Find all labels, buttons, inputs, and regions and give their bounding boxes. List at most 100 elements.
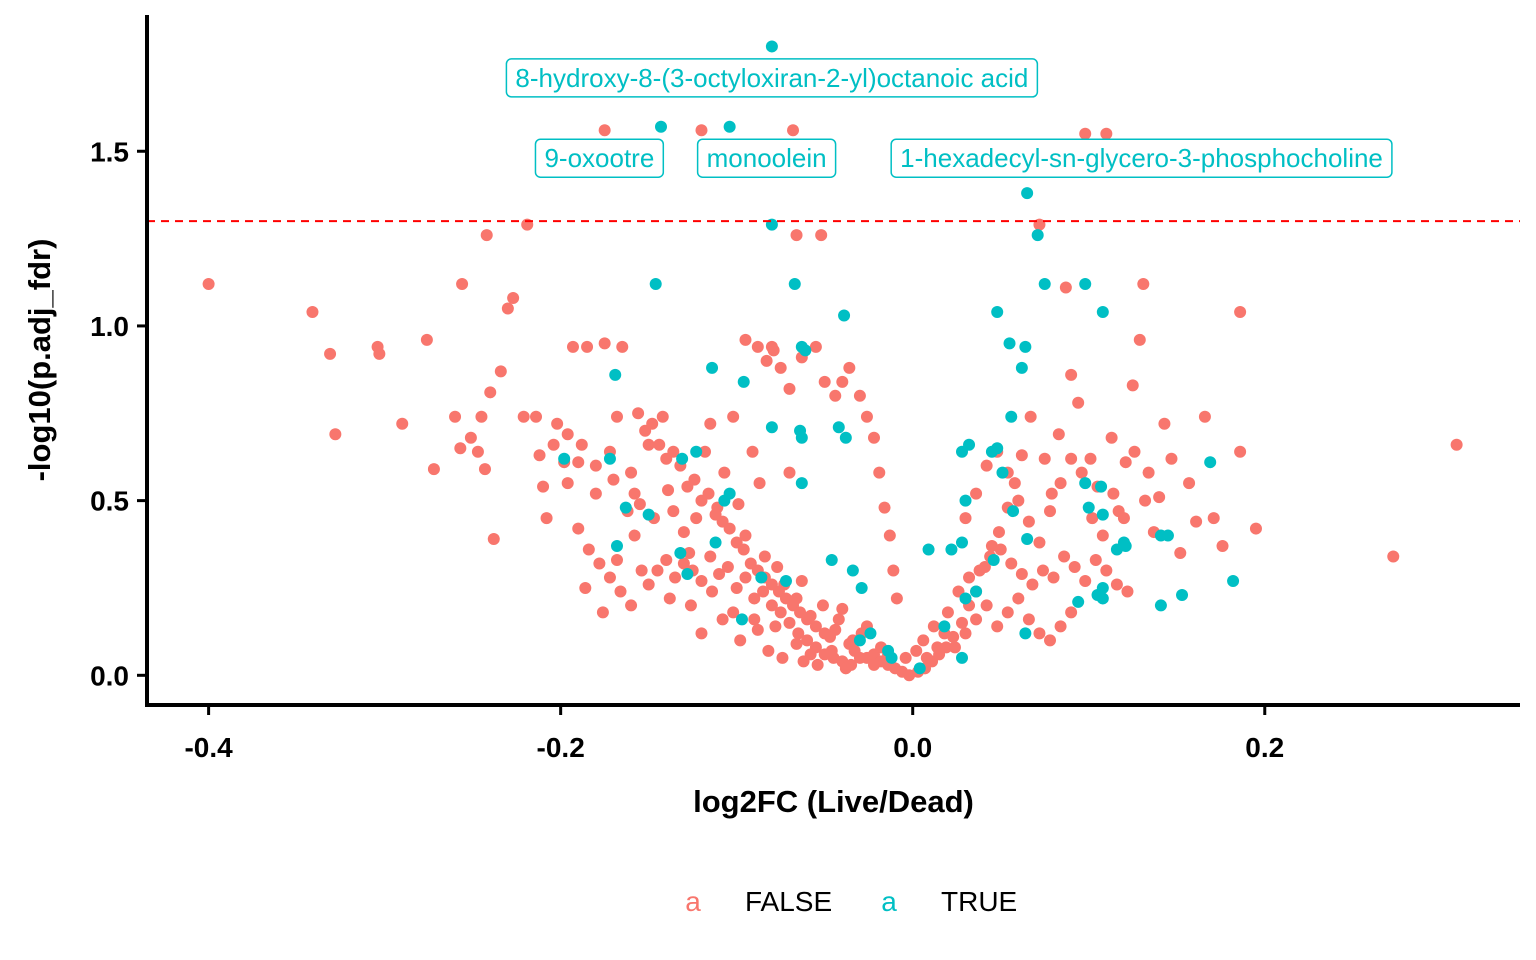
data-point-false bbox=[797, 655, 810, 668]
data-point-false bbox=[783, 466, 796, 479]
annotation-label: monoolein bbox=[696, 138, 837, 178]
x-tick-label: 0.2 bbox=[1245, 732, 1284, 763]
annotation-label: 9-oxootre bbox=[534, 138, 665, 178]
data-point-false bbox=[1012, 592, 1025, 605]
data-point-false bbox=[776, 651, 789, 664]
data-point-false bbox=[561, 477, 574, 490]
data-point-false bbox=[690, 512, 703, 525]
data-point-false bbox=[593, 557, 606, 570]
data-point-true bbox=[991, 305, 1004, 318]
x-axis-ticks: -0.4 -0.2 0.0 0.2 bbox=[184, 705, 1284, 763]
data-point-false bbox=[1105, 431, 1118, 444]
data-point-false bbox=[656, 410, 669, 423]
data-point-false bbox=[480, 229, 493, 242]
data-point-true bbox=[755, 571, 768, 584]
data-point-true bbox=[1079, 278, 1092, 291]
data-point-false bbox=[1054, 620, 1067, 633]
data-point-false bbox=[739, 333, 752, 346]
data-point-true bbox=[795, 340, 808, 353]
data-point-false bbox=[547, 438, 560, 451]
data-point-false bbox=[572, 456, 585, 469]
data-point-true bbox=[959, 494, 972, 507]
x-tick-label: 0.0 bbox=[893, 732, 932, 763]
data-point-true bbox=[1176, 588, 1189, 601]
data-point-false bbox=[1190, 515, 1203, 528]
annotation-labels: 8-hydroxy-8-(3-octyloxiran-2-yl)octanoic… bbox=[505, 58, 1393, 178]
data-point-false bbox=[603, 571, 616, 584]
data-point-true bbox=[619, 501, 632, 514]
data-point-false bbox=[815, 229, 828, 242]
data-point-false bbox=[1100, 127, 1113, 140]
data-point-false bbox=[1128, 445, 1141, 458]
data-point-false bbox=[625, 466, 638, 479]
data-point-true bbox=[788, 278, 801, 291]
data-point-false bbox=[867, 431, 880, 444]
data-point-true bbox=[938, 620, 951, 633]
data-point-true bbox=[839, 431, 852, 444]
data-point-false bbox=[883, 529, 896, 542]
data-point-true bbox=[832, 421, 845, 434]
data-point-false bbox=[561, 428, 574, 441]
data-point-false bbox=[669, 571, 682, 584]
data-point-false bbox=[616, 340, 629, 353]
data-point-false bbox=[454, 442, 467, 455]
data-point-false bbox=[825, 644, 838, 657]
data-point-true bbox=[779, 574, 792, 587]
data-point-false bbox=[667, 445, 680, 458]
data-point-false bbox=[614, 585, 627, 598]
data-point-true bbox=[1003, 337, 1016, 350]
data-point-false bbox=[920, 651, 933, 664]
data-point-false bbox=[572, 522, 585, 535]
data-point-false bbox=[1158, 417, 1171, 430]
data-point-true bbox=[1021, 187, 1034, 200]
data-point-false bbox=[762, 644, 775, 657]
data-point-false bbox=[530, 410, 543, 423]
data-point-false bbox=[582, 543, 595, 556]
data-point-false bbox=[484, 386, 497, 399]
data-point-false bbox=[890, 592, 903, 605]
annotation-box bbox=[890, 138, 1393, 178]
data-point-false bbox=[1047, 571, 1060, 584]
data-point-false bbox=[704, 417, 717, 430]
data-point-false bbox=[1044, 634, 1057, 647]
data-point-false bbox=[723, 522, 736, 535]
data-point-false bbox=[753, 477, 766, 490]
data-point-false bbox=[787, 124, 800, 137]
data-point-false bbox=[1110, 578, 1123, 591]
data-point-false bbox=[774, 606, 787, 619]
data-point-false bbox=[1068, 561, 1081, 573]
data-point-false bbox=[1065, 606, 1078, 619]
data-point-false bbox=[941, 606, 954, 619]
data-point-true bbox=[955, 445, 968, 458]
data-point-false bbox=[910, 644, 923, 657]
y-tick-label: 0.0 bbox=[90, 660, 129, 691]
data-point-true bbox=[681, 567, 694, 580]
data-point-false bbox=[959, 512, 972, 525]
y-tick-label: 0.5 bbox=[90, 486, 129, 517]
data-point-false bbox=[867, 658, 880, 671]
data-point-false bbox=[809, 340, 822, 353]
data-point-false bbox=[1054, 477, 1067, 490]
data-point-false bbox=[702, 487, 715, 500]
data-point-false bbox=[677, 557, 690, 570]
data-point-true bbox=[825, 554, 838, 567]
data-point-false bbox=[716, 613, 729, 626]
data-point-true bbox=[1096, 581, 1109, 594]
data-point-false bbox=[878, 501, 891, 514]
data-point-true bbox=[735, 613, 748, 626]
data-point-false bbox=[991, 620, 1004, 633]
y-axis-title: -log10(p.adj_fdr) bbox=[22, 239, 57, 482]
data-point-false bbox=[963, 571, 976, 584]
data-point-false bbox=[1058, 550, 1071, 563]
data-point-false bbox=[1450, 438, 1463, 451]
data-point-false bbox=[456, 278, 469, 291]
data-point-false bbox=[1008, 477, 1021, 490]
data-point-false bbox=[727, 410, 740, 423]
x-axis-title: log2FC (Live/Dead) bbox=[693, 784, 974, 819]
data-point-false bbox=[1079, 574, 1092, 587]
data-point-false bbox=[751, 623, 764, 636]
data-point-false bbox=[832, 613, 845, 626]
data-point-false bbox=[628, 487, 641, 500]
data-point-false bbox=[494, 365, 507, 378]
data-point-false bbox=[873, 466, 886, 479]
